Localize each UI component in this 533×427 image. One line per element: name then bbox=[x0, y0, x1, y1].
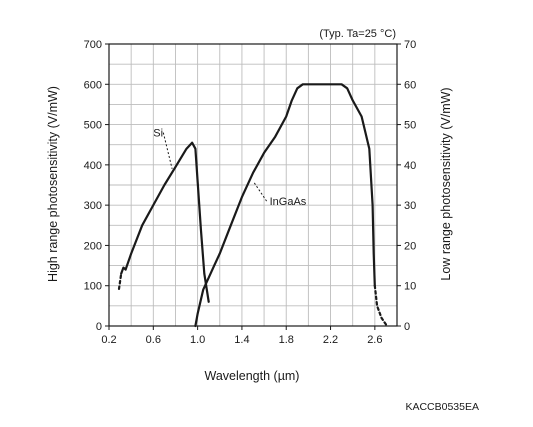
y-right-tick-label: 60 bbox=[404, 79, 416, 91]
figure-code: KACCB0535EA bbox=[405, 401, 479, 413]
x-tick-labels: 0.2 0.6 1.0 1.4 1.8 2.2 2.6 bbox=[101, 326, 382, 346]
y-right-tick-label: 0 bbox=[404, 321, 410, 333]
y-right-tick-label: 30 bbox=[404, 200, 416, 212]
y-left-tick-label: 500 bbox=[84, 120, 102, 132]
y-left-tick-labels: 0 100 200 300 400 500 600 700 bbox=[84, 39, 109, 333]
series-layer bbox=[117, 83, 389, 328]
series-label-ingaas: InGaAs bbox=[270, 196, 307, 208]
annotation-layer: Si InGaAs bbox=[153, 128, 306, 208]
x-tick-label: 0.6 bbox=[146, 334, 161, 346]
x-tick-label: 2.6 bbox=[367, 334, 382, 346]
x-axis-title: Wavelength (µm) bbox=[205, 369, 300, 383]
y-left-tick-label: 100 bbox=[84, 281, 102, 293]
x-tick-label: 1.8 bbox=[279, 334, 294, 346]
grid bbox=[109, 44, 397, 326]
leader-line-si bbox=[162, 132, 173, 170]
x-tick-label: 0.2 bbox=[101, 334, 116, 346]
y-right-tick-label: 40 bbox=[404, 160, 416, 172]
y-left-tick-label: 300 bbox=[84, 200, 102, 212]
series-line-si bbox=[120, 141, 210, 303]
series-label-si: Si bbox=[153, 128, 163, 140]
plot-frame bbox=[108, 43, 398, 327]
series-line-ingaas bbox=[194, 83, 376, 328]
y-left-tick-label: 700 bbox=[84, 39, 102, 51]
y-right-tick-label: 10 bbox=[404, 281, 416, 293]
series-extension-ingaas bbox=[373, 284, 389, 328]
x-tick-label: 1.0 bbox=[190, 334, 205, 346]
y-left-tick-label: 0 bbox=[96, 321, 102, 333]
series-extension-si bbox=[117, 272, 123, 290]
y-right-tick-labels: 0 10 20 30 40 50 60 70 bbox=[397, 39, 416, 333]
y-right-tick-label: 70 bbox=[404, 39, 416, 51]
y-left-tick-label: 400 bbox=[84, 160, 102, 172]
y-axis-right-title: Low range photosensitivity (V/mW) bbox=[439, 87, 453, 280]
x-tick-label: 2.2 bbox=[323, 334, 338, 346]
y-right-tick-label: 50 bbox=[404, 120, 416, 132]
x-tick-label: 1.4 bbox=[234, 334, 249, 346]
conditions-note: (Typ. Ta=25 °C) bbox=[319, 28, 396, 40]
y-left-tick-label: 200 bbox=[84, 240, 102, 252]
y-right-tick-label: 20 bbox=[404, 240, 416, 252]
y-left-tick-label: 600 bbox=[84, 79, 102, 91]
y-axis-left-title: High range photosensitivity (V/mW) bbox=[46, 86, 60, 282]
